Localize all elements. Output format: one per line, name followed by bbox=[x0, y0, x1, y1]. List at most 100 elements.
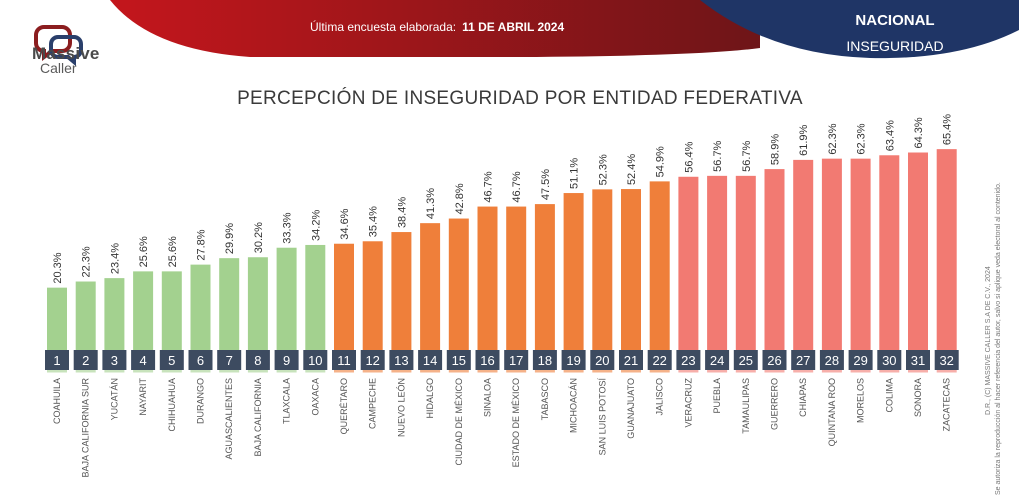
value-label: 33.3% bbox=[282, 212, 294, 243]
bar bbox=[506, 206, 527, 350]
bar-underline bbox=[534, 370, 555, 373]
rank-label: 30 bbox=[882, 353, 896, 368]
bar-underline bbox=[850, 370, 871, 373]
header-banner bbox=[110, 0, 1019, 59]
category-label: ZACATECAS bbox=[942, 378, 952, 431]
bar-underline bbox=[219, 370, 240, 373]
category-label: YUCATÁN bbox=[109, 378, 119, 420]
rank-label: 24 bbox=[710, 353, 724, 368]
bar-underline bbox=[563, 370, 584, 373]
rank-badge bbox=[906, 350, 930, 370]
bar-underline bbox=[908, 370, 928, 373]
value-label: 52.3% bbox=[597, 154, 609, 185]
survey-date: 11 DE ABRIL 2024 bbox=[462, 20, 565, 34]
bar-underline bbox=[104, 370, 125, 373]
bar bbox=[621, 189, 641, 350]
brand-name-line2: Caller bbox=[40, 60, 77, 76]
rank-label: 11 bbox=[337, 353, 351, 368]
bar bbox=[75, 281, 96, 350]
rank-label: 13 bbox=[394, 353, 408, 368]
category-label: CHIAPAS bbox=[798, 378, 808, 417]
value-label: 47.5% bbox=[540, 169, 552, 200]
value-label: 64.3% bbox=[913, 117, 925, 148]
bar-underline bbox=[305, 370, 326, 373]
bar-underline bbox=[448, 370, 469, 373]
rank-badge bbox=[532, 350, 557, 370]
bar bbox=[334, 243, 354, 350]
copyright-line-2: Se autoriza la reproducción al hacer ref… bbox=[995, 182, 1002, 495]
bar-underline bbox=[47, 370, 67, 373]
rank-label: 1 bbox=[53, 353, 60, 368]
rank-label: 22 bbox=[652, 353, 666, 368]
value-label: 62.3% bbox=[856, 123, 868, 154]
bar-underline bbox=[420, 370, 441, 373]
category-label: VERACRUZ bbox=[683, 378, 693, 428]
value-label: 62.3% bbox=[827, 123, 839, 154]
bar-underline bbox=[247, 370, 268, 373]
rank-label: 21 bbox=[624, 353, 638, 368]
bar bbox=[219, 258, 240, 350]
bar bbox=[104, 278, 125, 350]
bar-underline bbox=[75, 370, 96, 373]
bar bbox=[362, 241, 383, 350]
rank-badge bbox=[303, 350, 328, 370]
bar bbox=[276, 247, 297, 350]
rank-badge bbox=[791, 350, 816, 370]
bar bbox=[678, 176, 699, 350]
rank-badge bbox=[131, 350, 156, 370]
bar bbox=[391, 232, 412, 350]
bar bbox=[190, 264, 211, 350]
bar-underline bbox=[621, 370, 641, 373]
rank-label: 20 bbox=[595, 353, 609, 368]
rank-label: 5 bbox=[168, 353, 175, 368]
bar bbox=[764, 169, 785, 350]
rank-badge bbox=[676, 350, 701, 370]
value-label: 61.9% bbox=[798, 124, 810, 155]
bar bbox=[563, 193, 584, 350]
category-label: GUANAJUATO bbox=[626, 378, 636, 439]
rank-badge bbox=[245, 350, 270, 370]
value-label: 56.7% bbox=[712, 140, 724, 171]
rank-badge bbox=[274, 350, 299, 370]
bar bbox=[793, 159, 814, 350]
survey-date-label: Última encuesta elaborada: 11 DE ABRIL 20… bbox=[310, 20, 564, 34]
category-label: CAMPECHE bbox=[368, 378, 378, 429]
bar bbox=[448, 218, 469, 350]
rank-badge bbox=[418, 350, 443, 370]
category-label: PUEBLA bbox=[712, 378, 722, 414]
bar-underline bbox=[707, 370, 728, 373]
value-label: 52.4% bbox=[626, 154, 638, 185]
rank-label: 12 bbox=[365, 353, 379, 368]
copyright-line-1: D.R., (C) MASSIVE CALLER S.A DE C.V., 20… bbox=[985, 266, 992, 415]
rank-badge bbox=[73, 350, 98, 370]
category-label: CHIHUAHUA bbox=[167, 378, 177, 432]
category-label: HIDALGO bbox=[425, 378, 435, 419]
category-label: QUERÉTARO bbox=[339, 378, 349, 434]
rank-label: 27 bbox=[796, 353, 810, 368]
rank-badge bbox=[762, 350, 787, 370]
rank-label: 17 bbox=[509, 353, 523, 368]
red-banner-shape bbox=[110, 0, 760, 57]
value-label: 20.3% bbox=[52, 252, 64, 283]
scope-label: NACIONAL bbox=[855, 12, 935, 29]
value-label: 63.4% bbox=[884, 120, 896, 151]
category-label: BAJA CALIFORNIA bbox=[253, 378, 263, 457]
value-label: 29.9% bbox=[224, 223, 236, 254]
bar-underline bbox=[936, 370, 957, 373]
category-label: JALISCO bbox=[655, 378, 665, 416]
bar bbox=[47, 287, 67, 350]
rank-label: 14 bbox=[423, 353, 437, 368]
bar bbox=[850, 158, 871, 350]
category-label: TABASCO bbox=[540, 378, 550, 420]
category-label: GUERRERO bbox=[770, 378, 780, 430]
rank-badge bbox=[590, 350, 615, 370]
bar bbox=[477, 206, 498, 350]
value-label: 25.6% bbox=[167, 236, 179, 267]
category-label: BAJA CALIFORNIA SUR bbox=[81, 378, 91, 478]
rank-badge bbox=[733, 350, 758, 370]
category-label: MORELOS bbox=[856, 378, 866, 423]
category-label: NAYARIT bbox=[138, 377, 148, 415]
bar-underline bbox=[592, 370, 613, 373]
bar-underline bbox=[276, 370, 297, 373]
